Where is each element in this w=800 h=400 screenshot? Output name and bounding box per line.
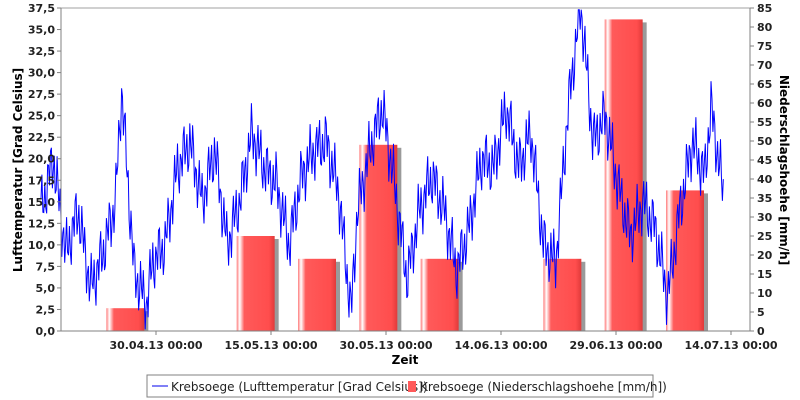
right-tick-label: 70	[757, 59, 773, 72]
right-tick-label: 65	[757, 78, 772, 91]
right-tick-label: 25	[757, 230, 772, 243]
temperature-line	[40, 9, 724, 330]
right-tick-label: 0	[757, 325, 765, 338]
right-tick-label: 35	[757, 192, 772, 205]
right-tick-label: 30	[757, 211, 773, 224]
right-axis-ticks: 0 5 10 15 20 25 30 35 40 45 50 55 60 65 70 75 80 85	[750, 2, 773, 338]
left-tick-label: 27,5	[28, 88, 55, 101]
right-tick-label: 85	[757, 2, 772, 15]
right-tick-label: 55	[757, 116, 772, 129]
left-tick-label: 2,5	[36, 303, 56, 316]
precipitation-bars	[106, 19, 708, 332]
left-tick-label: 25,0	[28, 110, 55, 123]
left-tick-label: 5,0	[36, 282, 56, 295]
left-tick-label: 7,5	[36, 260, 56, 273]
left-tick-label: 17,5	[28, 174, 55, 187]
x-tick-label: 14.07.13 00:00	[684, 339, 777, 352]
x-tick-label: 30.05.13 00:00	[339, 339, 432, 352]
right-axis-title: Niederschlagshoehe [mm/h]	[777, 75, 791, 265]
x-tick-label: 14.06.13 00:00	[454, 339, 547, 352]
right-tick-label: 80	[757, 21, 773, 34]
right-tick-label: 75	[757, 40, 772, 53]
right-tick-label: 15	[757, 268, 772, 281]
legend-label-precipitation: Krebsoege (Niederschlagshoehe [mm/h])	[420, 380, 667, 394]
precipitation-bar	[298, 258, 336, 331]
legend-box	[146, 374, 654, 398]
left-tick-label: 37,5	[28, 2, 55, 15]
left-tick-label: 0,0	[36, 325, 56, 338]
legend-label-temperature: Krebsoege (Lufttemperatur [Grad Celsius]…	[171, 380, 428, 394]
left-tick-label: 10,0	[28, 239, 55, 252]
right-tick-label: 40	[757, 173, 773, 186]
left-axis-ticks: 0,0 2,5 5,0 7,5 10,0 12,5 15,0 17,5 20,0 22,5 25,0…	[28, 2, 61, 338]
right-tick-label: 45	[757, 154, 772, 167]
right-tick-label: 50	[757, 135, 773, 148]
precipitation-bar	[236, 236, 275, 331]
precipitation-bar	[420, 258, 459, 331]
precipitation-bar	[604, 19, 643, 332]
x-tick-label: 15.05.13 00:00	[224, 339, 317, 352]
right-tick-label: 10	[757, 287, 773, 300]
left-tick-label: 35,0	[28, 24, 55, 37]
legend: Krebsoege (Lufttemperatur [Grad Celsius]…	[146, 374, 667, 398]
left-axis-title: Lufttemperatur [Grad Celsius]	[11, 68, 25, 272]
x-tick-label: 30.04.13 00:00	[109, 339, 202, 352]
left-tick-label: 30,0	[28, 67, 55, 80]
legend-bar-swatch	[408, 381, 416, 392]
left-tick-label: 22,5	[28, 131, 55, 144]
x-tick-label: 29.06.13 00:00	[569, 339, 662, 352]
left-tick-label: 12,5	[28, 217, 55, 230]
precipitation-bar	[106, 308, 145, 331]
right-tick-label: 20	[757, 249, 773, 262]
left-tick-label: 32,5	[28, 45, 55, 58]
left-tick-label: 20,0	[28, 153, 55, 166]
x-axis-ticks: 30.04.13 00:00 15.05.13 00:00 30.05.13 00:…	[109, 331, 778, 352]
left-tick-label: 15,0	[28, 196, 55, 209]
right-tick-label: 60	[757, 97, 773, 110]
x-axis-title: Zeit	[392, 353, 419, 367]
right-tick-label: 5	[757, 306, 765, 319]
